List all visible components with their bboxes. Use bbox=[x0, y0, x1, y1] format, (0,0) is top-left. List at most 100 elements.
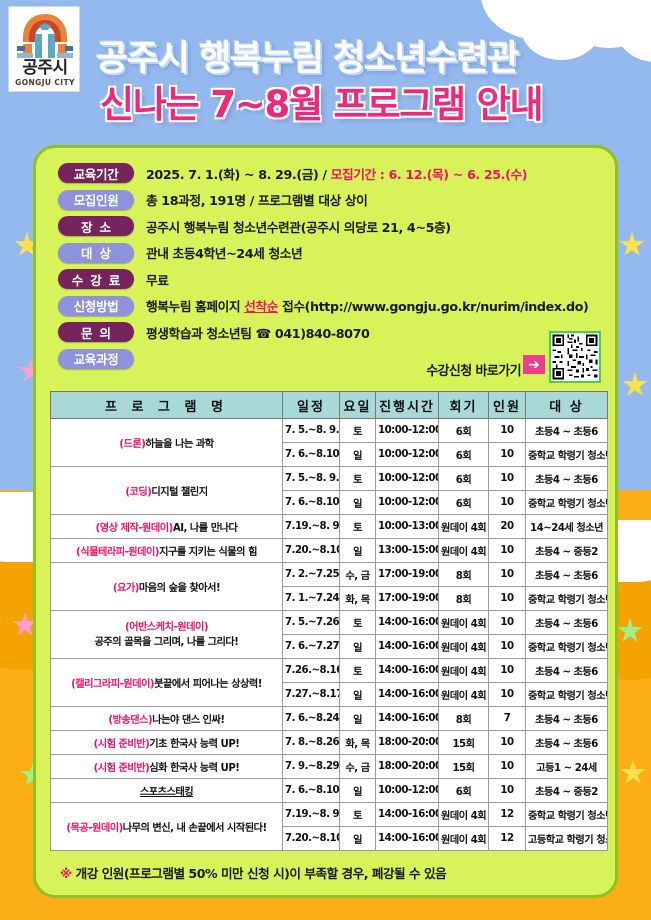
cell-time: 13:00-15:00 bbox=[375, 538, 439, 563]
cell-target: 중학교 학령기 청소년 bbox=[525, 802, 608, 827]
cell-target: 초등4 ~ 초등6 bbox=[525, 706, 608, 731]
cell-day: 토 bbox=[339, 610, 376, 635]
col-program-name: 프 로 그 램 명 bbox=[50, 391, 283, 419]
col-sessions: 회기 bbox=[438, 391, 489, 419]
cell-sessions: 원데이 4회 bbox=[438, 634, 489, 659]
program-tag: (방송댄스) bbox=[108, 715, 153, 726]
program-name-cell: (시험 준비반)심화 한국사 능력 UP! bbox=[50, 754, 283, 779]
program-title: AI, 나를 만나다 bbox=[172, 523, 238, 534]
info-row: 교육기간 2025. 7. 1.(화) ~ 8. 29.(금) / 모집기간 : … bbox=[58, 160, 603, 187]
cell-sessions: 8회 bbox=[438, 706, 489, 731]
info-value-link[interactable]: 선착순 bbox=[244, 299, 279, 315]
cell-target: 중학교 학령기 청소년 bbox=[525, 442, 608, 467]
cell-capacity: 10 bbox=[488, 490, 526, 515]
cell-date: 7. 6.~8.10. bbox=[282, 442, 340, 467]
cell-day: 토 bbox=[339, 466, 376, 491]
table-row: (방송댄스)나는야 댄스 인싸! 7. 6.~8.24. 일 14:00-16:00 8… bbox=[50, 706, 608, 731]
cell-time: 17:00-19:00 bbox=[375, 562, 439, 587]
cell-date: 7. 8.~8.26. bbox=[282, 730, 340, 755]
qr-code-icon[interactable] bbox=[549, 331, 601, 383]
col-day: 요일 bbox=[339, 391, 376, 419]
cell-sessions: 원데이 4회 bbox=[438, 826, 489, 851]
program-tag: (요가) bbox=[112, 583, 140, 594]
cell-day: 일 bbox=[339, 490, 376, 515]
info-label: 모집인원 bbox=[58, 189, 134, 210]
info-label: 교육과정 bbox=[58, 348, 134, 369]
table-row: (어반스케치-원데이) 공주의 골목을 그리며, 나를 그리다! 7. 5.~7.2… bbox=[50, 610, 608, 659]
program-table: 프 로 그 램 명 일정 요일 진행시간 회기 인원 대 상 (드론)하늘을 나… bbox=[50, 391, 608, 851]
cell-sessions: 원데이 4회 bbox=[438, 802, 489, 827]
cell-target: 고등학교 학령기 청소년 bbox=[525, 826, 608, 851]
program-name-cell: (목공-원데이)나무의 변신, 내 손끝에서 시작된다! bbox=[50, 802, 283, 851]
program-table-body: (드론)하늘을 나는 과학 7. 5.~8. 9. 토 10:00-12:00 6회 10… bbox=[50, 418, 608, 851]
cell-date: 7. 6.~7.27. bbox=[282, 634, 340, 659]
cell-day: 토 bbox=[339, 418, 376, 443]
info-row: 장소 공주시 행복누림 청소년수련관(공주시 의당로 21, 4~5층) bbox=[58, 213, 603, 240]
page-title-line2: 신나는 7~8월 프로그램 안내 bbox=[100, 83, 544, 126]
cell-time: 10:00-12:00 bbox=[375, 778, 439, 803]
program-title: 나는야 댄스 인싸! bbox=[152, 715, 225, 726]
program-title: 스포츠스태킹 bbox=[139, 787, 194, 798]
cell-target: 중학교 학령기 청소년 bbox=[525, 586, 608, 611]
cell-date: 7. 9.~8.29. bbox=[282, 754, 340, 779]
cell-capacity: 10 bbox=[488, 466, 526, 491]
info-value: 공주시 행복누림 청소년수련관(공주시 의당로 21, 4~5층) bbox=[146, 219, 451, 235]
cell-capacity: 10 bbox=[488, 658, 526, 683]
page-title-line1: 공주시 행복누림 청소년수련관 bbox=[96, 39, 519, 79]
program-title: 하늘을 나는 과학 bbox=[145, 439, 214, 450]
cell-day: 일 bbox=[339, 778, 376, 803]
cell-time: 14:00-16:00 bbox=[375, 658, 439, 683]
cell-capacity: 12 bbox=[488, 826, 526, 851]
footnote: ※ 개강 인원(프로그램별 50% 미만 신청 시)이 부족할 경우, 폐강될 … bbox=[60, 863, 447, 882]
cell-day: 화, 목 bbox=[339, 586, 376, 611]
cell-date: 7. 2.~7.25. bbox=[282, 562, 340, 587]
info-value: 총 18과정, 191명 / 프로그램별 대상 상이 bbox=[146, 193, 368, 209]
cell-day: 수, 금 bbox=[339, 754, 376, 779]
info-label: 수강료 bbox=[58, 269, 134, 290]
cell-time: 14:00-16:00 bbox=[375, 610, 439, 635]
table-row: (영상 제작-원데이)AI, 나를 만나다 7.19.~8. 9. 토 10:00-1… bbox=[50, 514, 608, 539]
col-date: 일정 bbox=[282, 391, 340, 419]
cell-sessions: 6회 bbox=[438, 466, 489, 491]
info-label: 신청방법 bbox=[58, 295, 134, 316]
cell-date: 7.26.~8.16. bbox=[282, 658, 340, 683]
info-card: 교육기간 2025. 7. 1.(화) ~ 8. 29.(금) / 모집기간 : … bbox=[33, 145, 618, 898]
cell-date: 7. 6.~8.10. bbox=[282, 490, 340, 515]
cell-sessions: 6회 bbox=[438, 778, 489, 803]
cell-date: 7.19.~8. 9. bbox=[282, 514, 340, 539]
program-tag: (목공-원데이) bbox=[66, 823, 123, 834]
cell-capacity: 10 bbox=[488, 586, 526, 611]
gongju-arch-logo-icon bbox=[17, 14, 73, 58]
cell-target: 초등4 ~ 초등6 bbox=[525, 418, 608, 443]
cell-time: 14:00-16:00 bbox=[375, 802, 439, 827]
program-tag: (영상 제작-원데이) bbox=[95, 523, 174, 534]
arrow-right-icon[interactable]: ➔ bbox=[523, 355, 545, 374]
table-header-row: 프 로 그 램 명 일정 요일 진행시간 회기 인원 대 상 bbox=[50, 391, 608, 419]
program-tag: (시험 준비반) bbox=[93, 763, 150, 774]
table-row: (식물테라피-원데이)지구를 지키는 식물의 힘7.20.~8.10.일13:0… bbox=[50, 538, 608, 563]
info-label: 대상 bbox=[58, 242, 134, 263]
cell-target: 초등4 ~ 초등6 bbox=[525, 562, 608, 587]
cell-target: 초등4 ~ 초등6 bbox=[525, 730, 608, 755]
cell-date: 7.20.~8.10. bbox=[282, 826, 340, 851]
cell-date: 7.27.~8.17. bbox=[282, 682, 340, 707]
info-list: 교육기간 2025. 7. 1.(화) ~ 8. 29.(금) / 모집기간 : … bbox=[58, 160, 603, 372]
cell-target: 초등4 ~ 초등6 bbox=[525, 610, 608, 635]
info-label: 교육기간 bbox=[58, 163, 134, 184]
cell-sessions: 원데이 4회 bbox=[438, 514, 489, 539]
table-row: (요가)마음의 숲을 찾아서! 7. 2.~7.25. 수, 금 17:00-19:0… bbox=[50, 562, 608, 611]
cell-time: 10:00-12:00 bbox=[375, 490, 439, 515]
info-row: 문의 평생학습과 청소년팀 ☎ 041)840-8070 bbox=[58, 319, 603, 346]
info-value: 행복누림 홈페이지 선착순 접수(http://www.gongju.go.kr… bbox=[146, 299, 589, 315]
cell-capacity: 10 bbox=[488, 634, 526, 659]
cell-time: 10:00-12:00 bbox=[375, 442, 439, 467]
program-tag: (드론) bbox=[119, 439, 146, 450]
table-row: (드론)하늘을 나는 과학 7. 5.~8. 9. 토 10:00-12:00 6회 10… bbox=[50, 418, 608, 467]
cell-target: 초등4 ~ 중등2 bbox=[525, 538, 608, 563]
program-title: 지구를 지키는 식물의 힘 bbox=[159, 547, 257, 558]
cell-day: 일 bbox=[339, 538, 376, 563]
cell-day: 수, 금 bbox=[339, 562, 376, 587]
program-subtitle: 공주의 골목을 그리며, 나를 그리다! bbox=[94, 636, 239, 648]
program-name-cell: (어반스케치-원데이) 공주의 골목을 그리며, 나를 그리다! bbox=[50, 610, 283, 659]
program-title: 붓끝에서 피어나는 상상력! bbox=[154, 679, 262, 690]
